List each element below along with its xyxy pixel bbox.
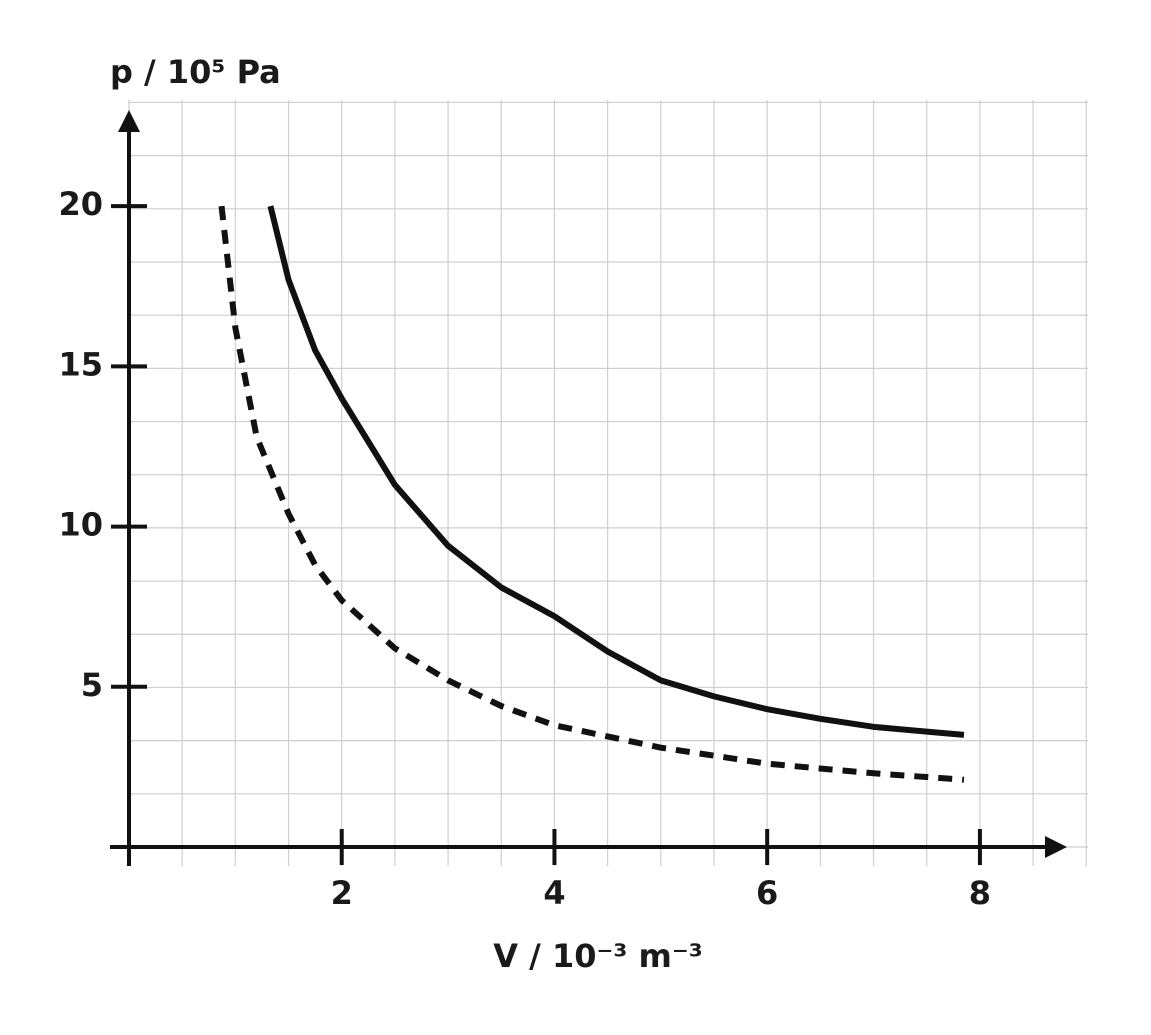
y-axis-arrow bbox=[118, 110, 140, 132]
x-axis-arrow bbox=[1045, 836, 1067, 858]
curve bbox=[218, 205, 965, 783]
x-axis-label: V / 10⁻³ m⁻³ bbox=[493, 937, 703, 975]
x-tick-label: 8 bbox=[969, 874, 991, 912]
y-tick-label: 10 bbox=[58, 506, 103, 544]
y-axis-label: p / 10⁵ Pa bbox=[110, 53, 281, 91]
grid bbox=[128, 100, 1088, 866]
x-tick-label: 6 bbox=[756, 874, 778, 912]
y-tick-label: 5 bbox=[81, 666, 103, 704]
x-tick-label: 2 bbox=[331, 874, 353, 912]
curve bbox=[267, 205, 965, 738]
x-tick-label: 4 bbox=[543, 874, 565, 912]
y-tick-label: 15 bbox=[58, 345, 103, 383]
y-tick-label: 20 bbox=[58, 185, 103, 223]
